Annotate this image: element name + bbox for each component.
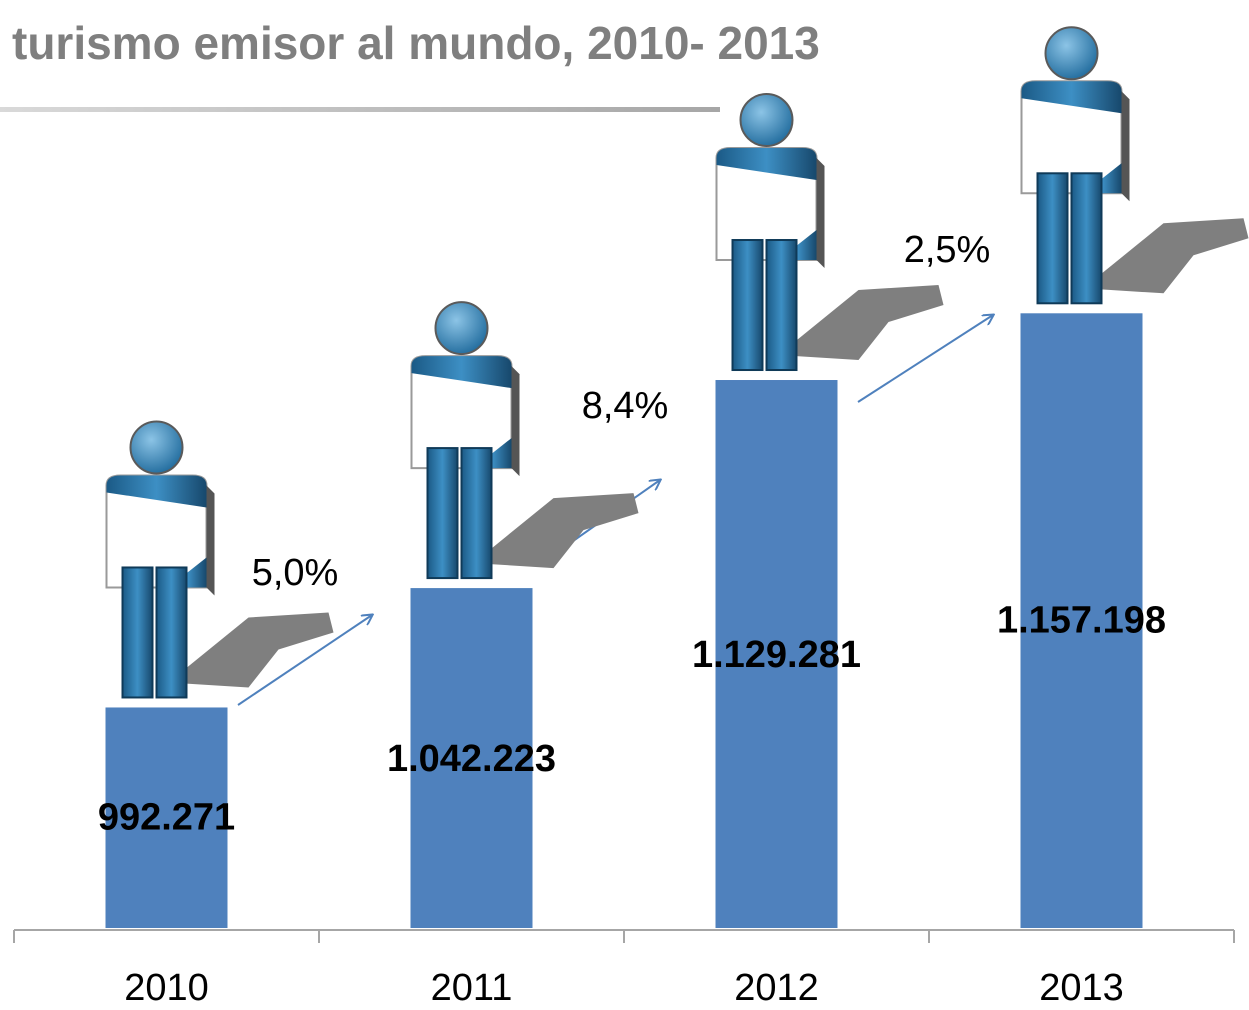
data-label: 992.271 (98, 797, 235, 839)
growth-arrow (237, 615, 372, 706)
person-icon (1020, 26, 1249, 305)
title-underline (0, 107, 720, 112)
growth-annotation: 2,5% (904, 229, 991, 271)
data-label: 1.157.198 (997, 599, 1166, 641)
x-tick-label: 2012 (734, 967, 819, 1009)
bar (715, 380, 838, 928)
growth-annotation: 5,0% (252, 552, 339, 594)
bar (105, 707, 228, 928)
growth-annotation: 8,4% (582, 385, 669, 427)
person-icon (410, 301, 640, 580)
data-label: 1.042.223 (387, 738, 556, 780)
bar (1020, 313, 1143, 929)
growth-arrow (857, 315, 993, 403)
x-tick-label: 2011 (431, 967, 513, 1009)
chart-title: turismo emisor al mundo, 2010- 2013 (12, 17, 820, 69)
bar (410, 588, 533, 928)
x-tick-label: 2010 (124, 967, 209, 1009)
x-tick-label: 2013 (1039, 967, 1124, 1009)
data-label: 1.129.281 (692, 634, 861, 676)
